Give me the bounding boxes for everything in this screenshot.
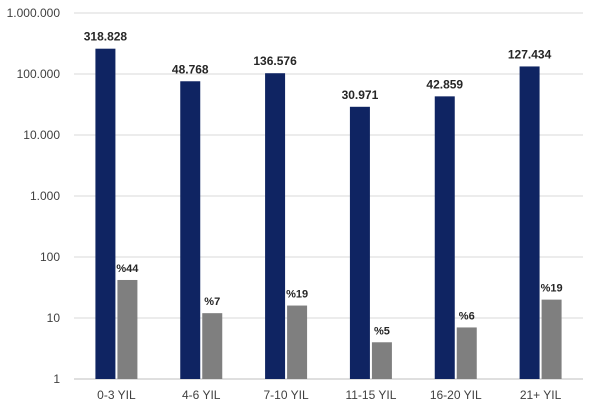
- x-tick-label: 0-3 YIL: [97, 388, 136, 402]
- y-axis: 1 10 100 1.000 10.000 100.000 1.000.000: [7, 6, 61, 386]
- percent-data-label: %19: [541, 283, 563, 295]
- percent-bar: [202, 313, 223, 379]
- count-bar: [519, 66, 540, 379]
- y-tick-label: 100.000: [17, 67, 61, 81]
- percent-data-label: %6: [459, 310, 475, 322]
- x-tick-label: 7-10 YIL: [264, 388, 309, 402]
- y-tick-label: 10.000: [23, 128, 60, 142]
- percent-bar: [541, 299, 562, 379]
- x-tick-label: 16-20 YIL: [430, 388, 482, 402]
- x-tick-label: 4-6 YIL: [182, 388, 221, 402]
- data-labels: 318.828 %44 48.768 %7 136.576 %19 30.971 %5 42.8…: [84, 30, 563, 338]
- percent-data-label: %19: [286, 289, 308, 301]
- y-tick-label: 1.000.000: [7, 6, 61, 20]
- x-tick-label: 11-15 YIL: [345, 388, 396, 402]
- count-data-label: 136.576: [253, 54, 297, 68]
- y-tick-label: 100: [40, 250, 60, 264]
- y-tick-label: 10: [47, 311, 61, 325]
- grid-lines: [74, 12, 583, 380]
- count-data-label: 42.859: [426, 77, 463, 91]
- percent-bar: [456, 327, 477, 379]
- count-bar: [95, 48, 116, 380]
- count-bar: [180, 81, 201, 379]
- count-data-label: 318.828: [84, 30, 128, 44]
- percent-bar: [117, 279, 138, 379]
- x-axis: 0-3 YIL 4-6 YIL 7-10 YIL 11-15 YIL 16-20 YIL…: [97, 388, 561, 402]
- count-bar: [434, 96, 455, 379]
- percent-bar: [371, 342, 392, 379]
- percent-data-label: %5: [374, 325, 390, 337]
- count-data-label: 30.971: [342, 88, 379, 102]
- y-tick-label: 1: [53, 372, 60, 386]
- x-tick-label: 21+ YIL: [520, 388, 562, 402]
- count-data-label: 48.768: [172, 62, 209, 76]
- bars: [95, 48, 562, 380]
- count-bar: [265, 73, 286, 380]
- percent-data-label: %7: [204, 296, 220, 308]
- count-data-label: 127.434: [508, 47, 552, 61]
- count-bar: [349, 106, 370, 379]
- percent-bar: [287, 305, 308, 379]
- percent-data-label: %44: [116, 263, 139, 275]
- y-tick-label: 1.000: [30, 189, 60, 203]
